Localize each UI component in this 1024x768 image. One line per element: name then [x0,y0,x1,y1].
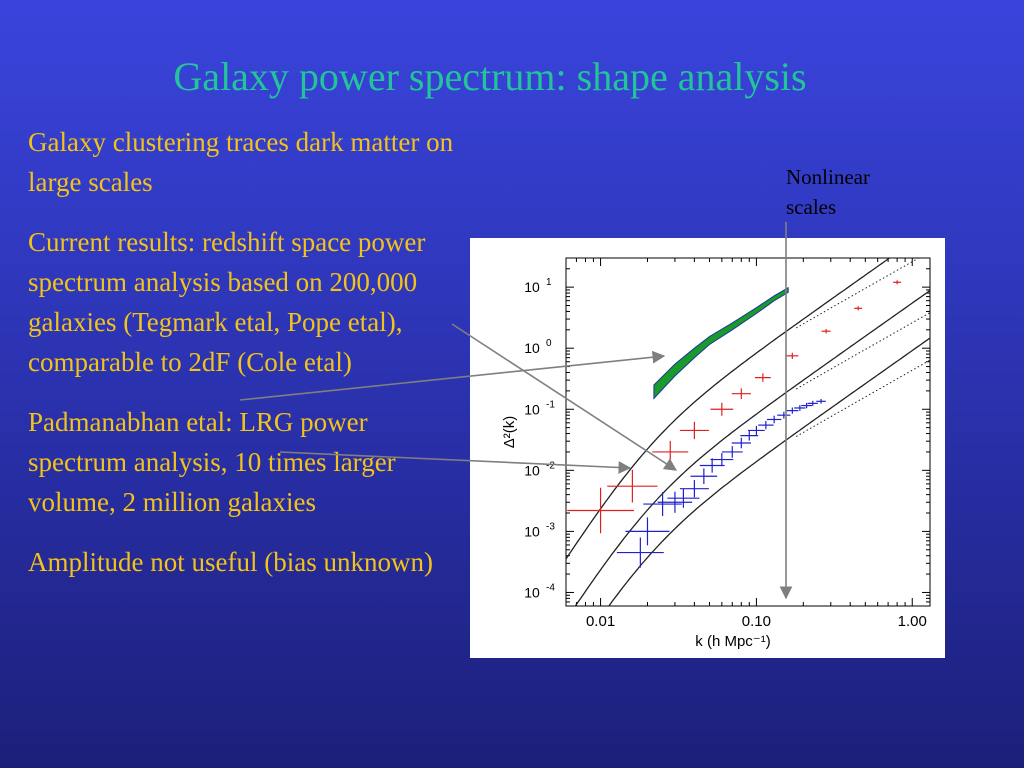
power-spectrum-figure: 0.01 0.10 1.00 10 1 10 0 10 -1 10 -2 10 -3 10 -4 k (h M… [470,238,945,658]
nonlinear-model-curve [795,312,930,390]
nonlinear-model-curve [795,359,930,437]
linear-model-curve [608,337,930,606]
plot-frame [565,257,931,607]
y-tick-exponent: -2 [546,460,555,471]
x-tick-label: 0.10 [742,613,771,630]
x-tick-label: 0.01 [586,613,615,630]
y-tick-exponent: 0 [546,338,552,349]
y-tick-exponent: -1 [546,399,555,410]
arrow-to-blue-points [451,323,678,471]
y-tick-exponent: -4 [546,582,555,593]
y-tick-label: 10 [524,401,540,417]
y-tick-exponent: 1 [546,277,552,288]
bullet-4: Amplitude not useful (bias unknown) [28,547,433,577]
bullet-1: Galaxy clustering traces dark matter on … [28,127,454,197]
y-tick-label: 10 [524,584,540,600]
y-tick-label: 10 [524,462,540,478]
measurement-band [653,286,789,400]
y-tick-label: 10 [524,279,540,295]
slide-title: Galaxy power spectrum: shape analysis [173,54,807,99]
nonlinear-scales-label: Nonlinear scales [786,165,870,219]
y-tick-label: 10 [524,340,540,356]
power-spectrum-chart: 0.01 0.10 1.00 10 1 10 0 10 -1 10 -2 10 -3 10 -4 k (h M… [501,257,931,650]
arrow-to-red-points [279,451,632,474]
plot-area [566,258,930,606]
bullet-2: Current results: redshift space power sp… [28,227,426,377]
y-tick-exponent: -3 [546,521,555,532]
linear-model-curve [574,289,930,606]
y-axis-label: Δ²(k) [501,416,518,449]
arrow-to-green-band [239,350,666,401]
nonlinear-model-curve [795,258,920,329]
bullet-3: Padmanabhan etal: LRG power spectrum ana… [28,407,396,517]
x-axis-label: k (h Mpc⁻¹) [695,633,770,650]
x-tick-label: 1.00 [898,613,927,630]
bullet-list: Galaxy clustering traces dark matter on … [28,122,468,602]
linear-model-curve [566,258,891,560]
y-tick-label: 10 [524,523,540,539]
